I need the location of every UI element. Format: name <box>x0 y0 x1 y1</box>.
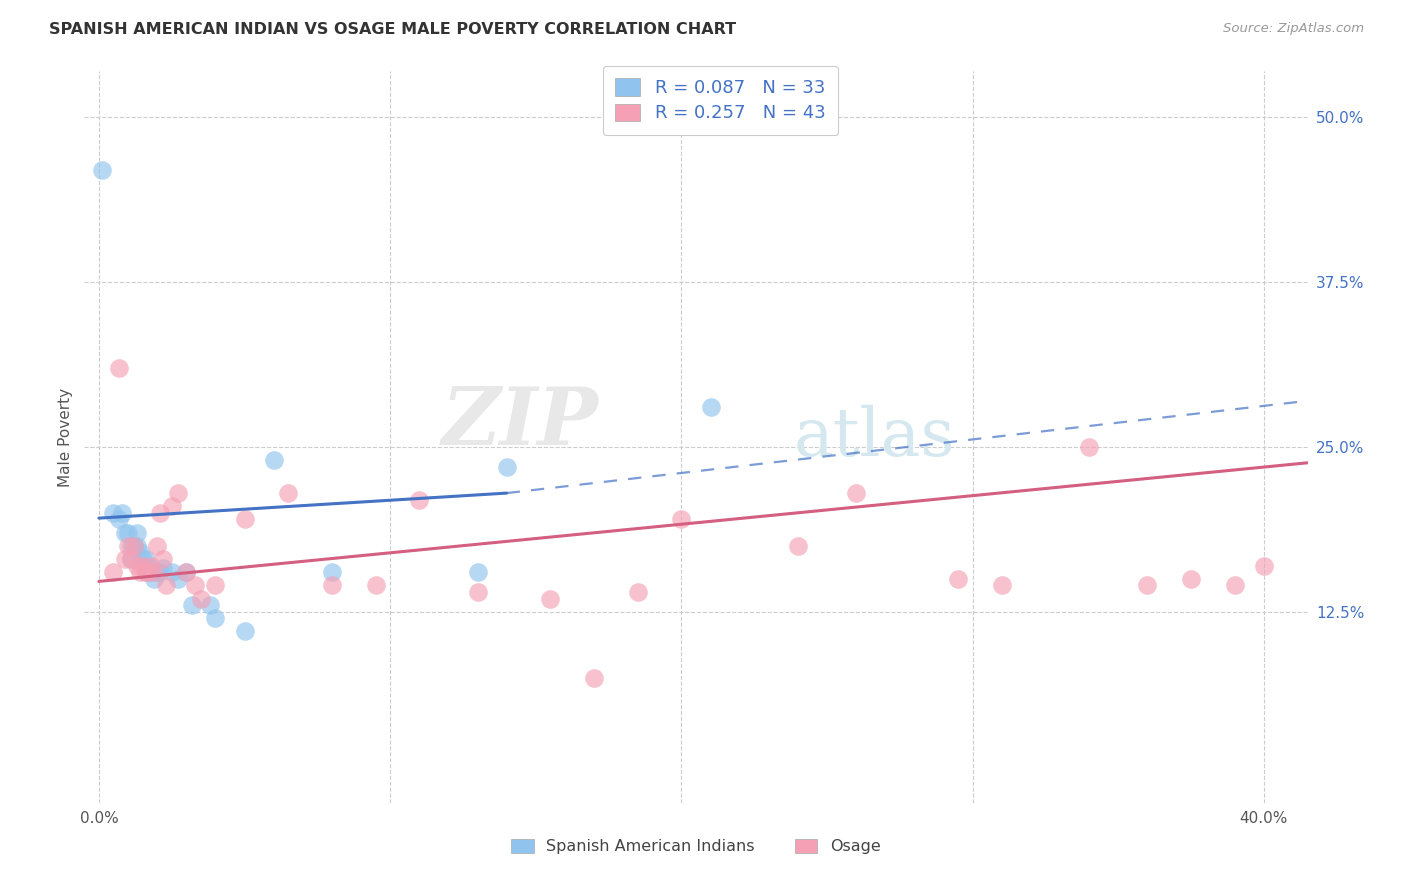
Point <box>184 578 207 592</box>
Point <box>117 525 139 540</box>
Point <box>152 561 174 575</box>
Point <box>125 558 148 573</box>
Point <box>125 525 148 540</box>
Point <box>138 558 160 573</box>
Point <box>149 506 172 520</box>
Point <box>117 539 139 553</box>
Point <box>204 611 226 625</box>
Text: atlas: atlas <box>794 404 955 470</box>
Point <box>204 578 226 592</box>
Point <box>845 486 868 500</box>
Point <box>122 539 145 553</box>
Point <box>160 500 183 514</box>
Point <box>114 525 136 540</box>
Point <box>1180 572 1202 586</box>
Point <box>120 552 142 566</box>
Point <box>233 624 256 639</box>
Point <box>1136 578 1159 592</box>
Legend: Spanish American Indians, Osage: Spanish American Indians, Osage <box>505 832 887 861</box>
Point <box>135 552 157 566</box>
Point <box>152 552 174 566</box>
Point <box>583 671 606 685</box>
Y-axis label: Male Poverty: Male Poverty <box>58 387 73 487</box>
Point <box>128 545 150 559</box>
Text: ZIP: ZIP <box>441 384 598 461</box>
Point <box>125 539 148 553</box>
Point <box>190 591 212 606</box>
Point <box>671 512 693 526</box>
Point <box>141 565 163 579</box>
Point <box>103 565 125 579</box>
Point <box>174 565 197 579</box>
Point <box>143 565 166 579</box>
Point <box>991 578 1014 592</box>
Point <box>111 506 134 520</box>
Point <box>699 401 721 415</box>
Point <box>198 598 221 612</box>
Point <box>181 598 204 612</box>
Point <box>1223 578 1246 592</box>
Point <box>122 539 145 553</box>
Point <box>166 486 188 500</box>
Point <box>120 552 142 566</box>
Point <box>149 565 172 579</box>
Point <box>128 565 150 579</box>
Point <box>103 506 125 520</box>
Point <box>90 163 112 178</box>
Text: SPANISH AMERICAN INDIAN VS OSAGE MALE POVERTY CORRELATION CHART: SPANISH AMERICAN INDIAN VS OSAGE MALE PO… <box>49 22 737 37</box>
Point <box>321 578 343 592</box>
Point <box>155 578 177 592</box>
Point <box>108 360 131 375</box>
Point <box>135 565 157 579</box>
Point <box>277 486 299 500</box>
Point <box>114 552 136 566</box>
Point <box>146 565 169 579</box>
Point <box>131 552 153 566</box>
Point <box>120 539 142 553</box>
Point <box>538 591 561 606</box>
Point <box>174 565 197 579</box>
Point <box>166 572 188 586</box>
Point <box>467 585 489 599</box>
Point <box>263 453 285 467</box>
Point <box>321 565 343 579</box>
Point <box>408 492 430 507</box>
Point <box>467 565 489 579</box>
Point <box>141 558 163 573</box>
Point <box>160 565 183 579</box>
Point <box>146 539 169 553</box>
Point <box>108 512 131 526</box>
Text: Source: ZipAtlas.com: Source: ZipAtlas.com <box>1223 22 1364 36</box>
Point <box>131 558 153 573</box>
Point <box>138 565 160 579</box>
Point <box>1253 558 1275 573</box>
Point <box>143 572 166 586</box>
Point <box>135 565 157 579</box>
Point <box>364 578 387 592</box>
Point <box>627 585 650 599</box>
Point <box>946 572 969 586</box>
Point <box>1078 440 1101 454</box>
Point <box>233 512 256 526</box>
Point <box>495 459 517 474</box>
Point <box>787 539 810 553</box>
